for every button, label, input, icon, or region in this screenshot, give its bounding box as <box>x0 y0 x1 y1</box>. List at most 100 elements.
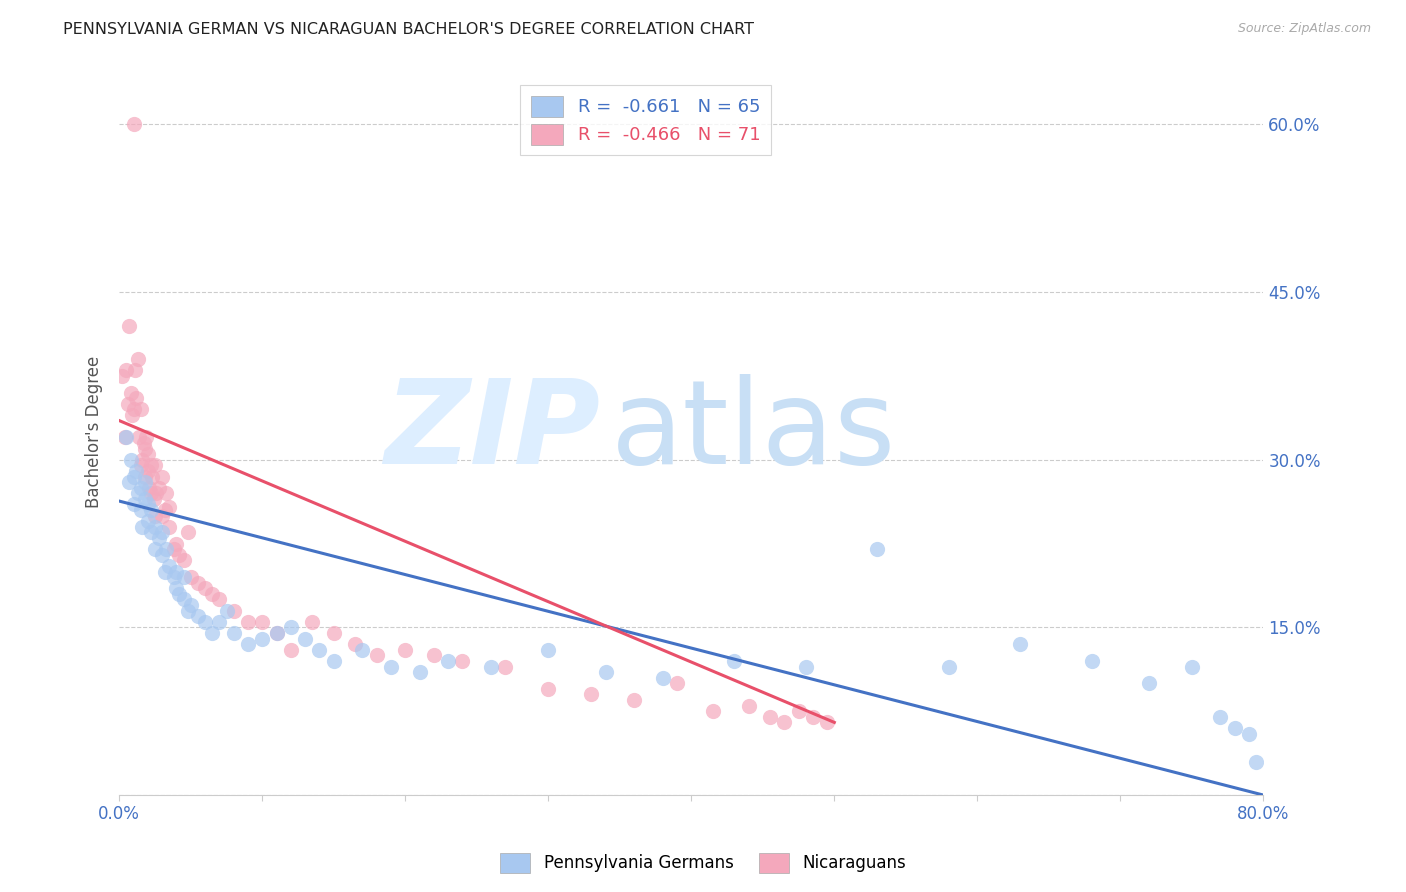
Point <box>208 592 231 607</box>
Point <box>194 582 217 596</box>
Point <box>702 704 724 718</box>
Point <box>169 548 191 562</box>
Point <box>252 632 274 646</box>
Point <box>150 548 173 562</box>
Point <box>155 542 177 557</box>
Point <box>280 620 302 634</box>
Point <box>128 430 150 444</box>
Point <box>537 642 560 657</box>
Point <box>938 659 960 673</box>
Point <box>134 469 156 483</box>
Point <box>394 642 416 657</box>
Point <box>180 570 202 584</box>
Point <box>127 352 149 367</box>
Point <box>194 615 217 629</box>
Point <box>344 637 367 651</box>
Point <box>352 642 374 657</box>
Point <box>136 498 159 512</box>
Point <box>1209 710 1232 724</box>
Point <box>180 598 202 612</box>
Point <box>143 458 166 473</box>
Point <box>794 659 817 673</box>
Point <box>135 430 157 444</box>
Point <box>136 464 159 478</box>
Point <box>129 402 152 417</box>
Point <box>157 500 180 514</box>
Point <box>177 604 200 618</box>
Point <box>117 397 139 411</box>
Point <box>173 592 195 607</box>
Point <box>143 520 166 534</box>
Point <box>236 615 259 629</box>
Point <box>142 491 165 506</box>
Point <box>125 391 148 405</box>
Point <box>759 710 782 724</box>
Point <box>127 486 149 500</box>
Point <box>118 475 141 489</box>
Point <box>236 637 259 651</box>
Point <box>366 648 388 663</box>
Point <box>177 525 200 540</box>
Point <box>1181 659 1204 673</box>
Point <box>141 469 163 483</box>
Point <box>801 710 824 724</box>
Point <box>280 642 302 657</box>
Point <box>132 436 155 450</box>
Point <box>166 536 188 550</box>
Point <box>479 659 502 673</box>
Point <box>169 587 191 601</box>
Point <box>1080 654 1102 668</box>
Point <box>579 688 602 702</box>
Point <box>787 704 810 718</box>
Point <box>139 503 162 517</box>
Point <box>1237 726 1260 740</box>
Point <box>150 469 173 483</box>
Point <box>134 475 156 489</box>
Text: PENNSYLVANIA GERMAN VS NICARAGUAN BACHELOR'S DEGREE CORRELATION CHART: PENNSYLVANIA GERMAN VS NICARAGUAN BACHEL… <box>63 22 754 37</box>
Legend: Pennsylvania Germans, Nicaraguans: Pennsylvania Germans, Nicaraguans <box>494 847 912 880</box>
Point <box>162 542 184 557</box>
Point <box>139 525 162 540</box>
Point <box>494 659 516 673</box>
Point <box>131 452 153 467</box>
Point <box>215 604 238 618</box>
Point <box>134 491 156 506</box>
Point <box>773 715 796 730</box>
Point <box>201 626 224 640</box>
Point <box>122 498 145 512</box>
Point <box>723 654 745 668</box>
Point <box>153 503 176 517</box>
Point <box>139 458 162 473</box>
Point <box>1137 676 1160 690</box>
Point <box>153 565 176 579</box>
Point <box>187 575 209 590</box>
Point <box>166 582 188 596</box>
Point <box>866 542 889 557</box>
Point <box>815 715 838 730</box>
Point <box>173 553 195 567</box>
Point <box>294 632 316 646</box>
Point <box>136 514 159 528</box>
Text: Source: ZipAtlas.com: Source: ZipAtlas.com <box>1237 22 1371 36</box>
Text: atlas: atlas <box>612 375 897 490</box>
Point <box>150 525 173 540</box>
Point <box>623 693 645 707</box>
Legend: R =  -0.661   N = 65, R =  -0.466   N = 71: R = -0.661 N = 65, R = -0.466 N = 71 <box>520 85 770 155</box>
Point <box>125 464 148 478</box>
Point <box>737 698 759 713</box>
Point <box>537 681 560 696</box>
Point <box>252 615 274 629</box>
Point <box>121 408 143 422</box>
Point <box>139 486 162 500</box>
Point <box>120 452 142 467</box>
Point <box>120 385 142 400</box>
Point <box>129 481 152 495</box>
Point <box>157 520 180 534</box>
Point <box>451 654 474 668</box>
Point <box>666 676 689 690</box>
Point <box>129 458 152 473</box>
Point <box>651 671 673 685</box>
Y-axis label: Bachelor's Degree: Bachelor's Degree <box>86 356 103 508</box>
Point <box>148 531 170 545</box>
Point <box>124 363 146 377</box>
